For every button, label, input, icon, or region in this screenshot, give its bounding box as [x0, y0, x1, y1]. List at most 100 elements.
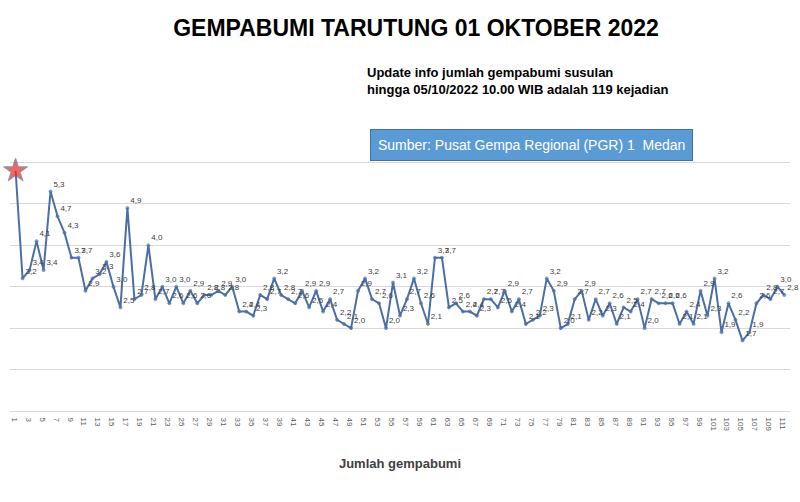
svg-text:99: 99 [695, 418, 704, 427]
svg-text:2,6: 2,6 [382, 291, 394, 300]
svg-text:2,6: 2,6 [759, 291, 771, 300]
svg-text:2,6: 2,6 [661, 291, 673, 300]
svg-text:2,7: 2,7 [137, 287, 149, 296]
svg-text:GEMPABUMI TARUTUNG 01 OKTOBER: GEMPABUMI TARUTUNG 01 OKTOBER 2022 [173, 15, 659, 41]
svg-text:3,2: 3,2 [717, 267, 729, 276]
svg-text:47: 47 [331, 418, 340, 427]
svg-text:2,6: 2,6 [459, 291, 471, 300]
svg-text:2,9: 2,9 [88, 279, 100, 288]
svg-text:2,8: 2,8 [214, 283, 226, 292]
svg-text:79: 79 [555, 418, 564, 427]
svg-text:2,7: 2,7 [654, 287, 666, 296]
svg-text:3,7: 3,7 [81, 246, 93, 255]
svg-text:2,1: 2,1 [347, 312, 359, 321]
svg-text:2,4: 2,4 [515, 300, 527, 309]
svg-text:2,7: 2,7 [333, 287, 345, 296]
svg-text:3,7: 3,7 [74, 246, 86, 255]
svg-text:43: 43 [303, 418, 312, 427]
svg-text:2,8: 2,8 [766, 283, 778, 292]
svg-text:3: 3 [24, 418, 33, 423]
svg-text:2,7: 2,7 [158, 287, 170, 296]
svg-text:2,2: 2,2 [592, 308, 604, 317]
svg-text:2,1: 2,1 [571, 312, 583, 321]
svg-text:7: 7 [52, 418, 61, 423]
svg-text:4,1: 4,1 [39, 229, 51, 238]
svg-text:2,9: 2,9 [221, 279, 233, 288]
svg-text:39: 39 [275, 418, 284, 427]
svg-text:2,3: 2,3 [480, 304, 492, 313]
svg-text:2,6: 2,6 [668, 291, 680, 300]
svg-text:2,7: 2,7 [599, 287, 611, 296]
svg-text:5: 5 [38, 418, 47, 423]
svg-text:2,9: 2,9 [193, 279, 205, 288]
svg-text:1,9: 1,9 [752, 320, 764, 329]
svg-text:67: 67 [471, 418, 480, 427]
svg-text:29: 29 [205, 418, 214, 427]
svg-text:65: 65 [457, 418, 466, 427]
svg-text:2,6: 2,6 [186, 291, 198, 300]
svg-text:3,0: 3,0 [179, 275, 191, 284]
svg-text:27: 27 [191, 418, 200, 427]
svg-text:3,6: 3,6 [109, 250, 121, 259]
svg-text:3,7: 3,7 [438, 246, 450, 255]
svg-text:71: 71 [499, 418, 508, 427]
svg-text:21: 21 [149, 418, 158, 427]
svg-text:2,1: 2,1 [620, 312, 632, 321]
svg-text:3,2: 3,2 [25, 267, 37, 276]
svg-text:59: 59 [415, 418, 424, 427]
svg-text:11: 11 [79, 418, 88, 427]
svg-text:2,2: 2,2 [738, 308, 750, 317]
svg-text:85: 85 [597, 418, 606, 427]
svg-text:2,6: 2,6 [731, 291, 743, 300]
svg-text:2,0: 2,0 [647, 316, 659, 325]
svg-text:2,4: 2,4 [249, 300, 261, 309]
svg-text:2,9: 2,9 [585, 279, 597, 288]
svg-text:3,2: 3,2 [95, 267, 107, 276]
svg-text:2,8: 2,8 [228, 283, 240, 292]
svg-text:2,2: 2,2 [340, 308, 352, 317]
svg-text:2,0: 2,0 [389, 316, 401, 325]
svg-text:3,7: 3,7 [445, 246, 457, 255]
svg-text:1: 1 [10, 418, 19, 423]
svg-text:4,0: 4,0 [151, 233, 163, 242]
svg-text:109: 109 [764, 418, 773, 432]
svg-text:2,9: 2,9 [557, 279, 569, 288]
svg-text:3,1: 3,1 [396, 271, 408, 280]
svg-text:25: 25 [177, 418, 186, 427]
svg-text:31: 31 [219, 418, 228, 427]
svg-text:2,0: 2,0 [564, 316, 576, 325]
svg-text:2,6: 2,6 [298, 291, 310, 300]
svg-text:3,0: 3,0 [780, 275, 792, 284]
svg-text:2,6: 2,6 [200, 291, 212, 300]
svg-text:37: 37 [261, 418, 270, 427]
svg-text:3,2: 3,2 [277, 267, 289, 276]
svg-text:61: 61 [429, 418, 438, 427]
svg-text:95: 95 [667, 418, 676, 427]
svg-text:51: 51 [359, 418, 368, 427]
svg-text:2,3: 2,3 [606, 304, 618, 313]
svg-text:2,9: 2,9 [361, 279, 373, 288]
svg-text:3,0: 3,0 [165, 275, 177, 284]
svg-text:75: 75 [527, 418, 536, 427]
svg-text:2,7: 2,7 [270, 287, 282, 296]
svg-text:2,7: 2,7 [375, 287, 387, 296]
svg-text:4,9: 4,9 [130, 196, 142, 205]
svg-text:2,7: 2,7 [494, 287, 506, 296]
svg-text:81: 81 [569, 418, 578, 427]
svg-text:4,7: 4,7 [60, 204, 72, 213]
svg-text:9: 9 [66, 418, 75, 423]
svg-text:17: 17 [121, 418, 130, 427]
svg-text:2,8: 2,8 [263, 283, 275, 292]
svg-text:35: 35 [247, 418, 256, 427]
svg-text:2,5: 2,5 [452, 296, 464, 305]
svg-text:2,5: 2,5 [627, 296, 639, 305]
svg-text:69: 69 [485, 418, 494, 427]
svg-text:2,6: 2,6 [675, 291, 687, 300]
svg-text:5,3: 5,3 [53, 180, 65, 189]
svg-text:93: 93 [653, 418, 662, 427]
svg-text:2,8: 2,8 [787, 283, 799, 292]
svg-text:45: 45 [317, 418, 326, 427]
svg-text:33: 33 [233, 418, 242, 427]
svg-text:2,8: 2,8 [284, 283, 296, 292]
svg-text:3,4: 3,4 [46, 258, 58, 267]
